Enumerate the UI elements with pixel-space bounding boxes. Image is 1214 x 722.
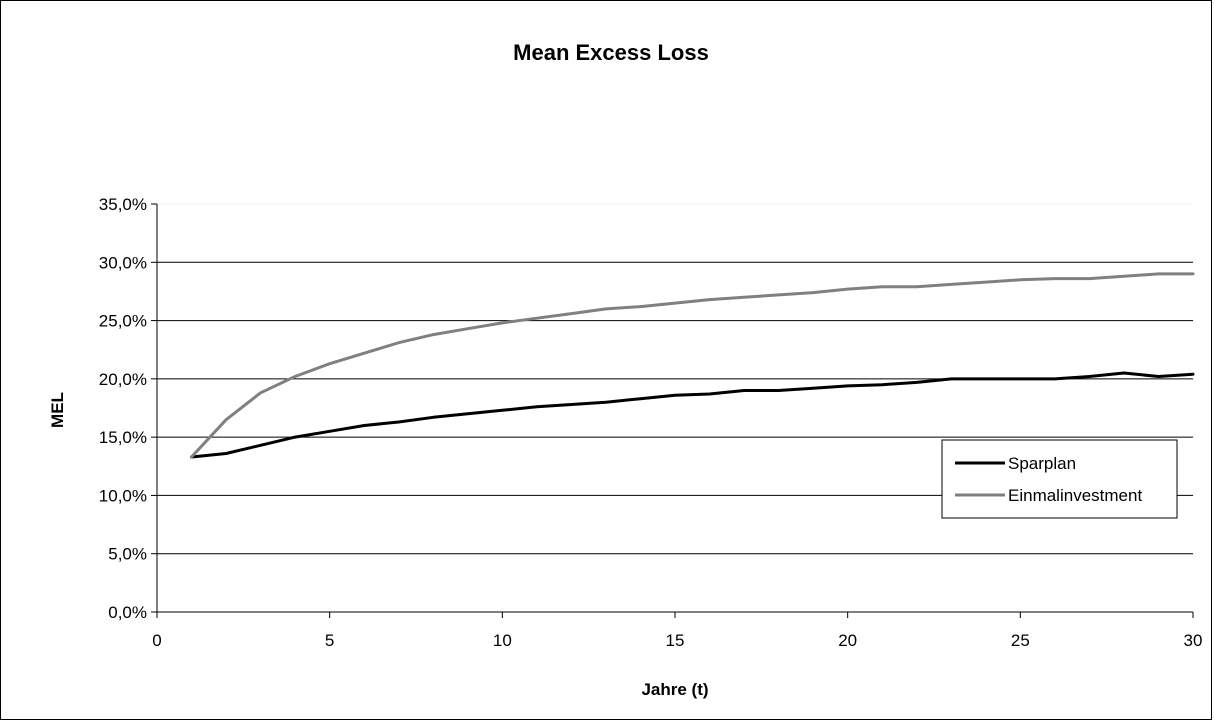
y-tick-label: 0,0% — [108, 603, 147, 622]
legend-box — [941, 439, 1178, 519]
y-tick-labels: 0,0% 5,0% 10,0% 15,0% 20,0% 25,0% 30,0% 35,0% — [99, 195, 147, 622]
axes — [151, 203, 1194, 618]
x-axis-label: Jahre (t) — [641, 680, 708, 699]
x-tick-label: 5 — [325, 631, 334, 650]
x-tick-label: 0 — [152, 631, 161, 650]
x-tick-labels: 0 5 10 15 20 25 30 — [152, 631, 1202, 650]
x-tick-label: 20 — [838, 631, 857, 650]
legend: Sparplan Einmalinvestment — [941, 439, 1178, 519]
chart-title: Mean Excess Loss — [513, 40, 709, 65]
legend-label-sparplan: Sparplan — [1008, 454, 1076, 473]
x-tick-label: 10 — [493, 631, 512, 650]
series-line-einmalinvestment — [190, 272, 1195, 459]
series-line-sparplan — [190, 371, 1195, 459]
y-tick-label: 5,0% — [108, 545, 147, 564]
y-tick-label: 35,0% — [99, 195, 147, 214]
x-tick-label: 15 — [666, 631, 685, 650]
y-tick-label: 25,0% — [99, 312, 147, 331]
y-tick-label: 15,0% — [99, 428, 147, 447]
y-tick-label: 10,0% — [99, 486, 147, 505]
series-lines — [190, 272, 1195, 459]
x-tick-label: 25 — [1011, 631, 1030, 650]
legend-label-einmalinvestment: Einmalinvestment — [1008, 486, 1142, 505]
x-tick-label: 30 — [1184, 631, 1203, 650]
y-tick-label: 20,0% — [99, 370, 147, 389]
y-axis-label: MEL — [48, 392, 67, 428]
y-tick-label: 30,0% — [99, 253, 147, 272]
